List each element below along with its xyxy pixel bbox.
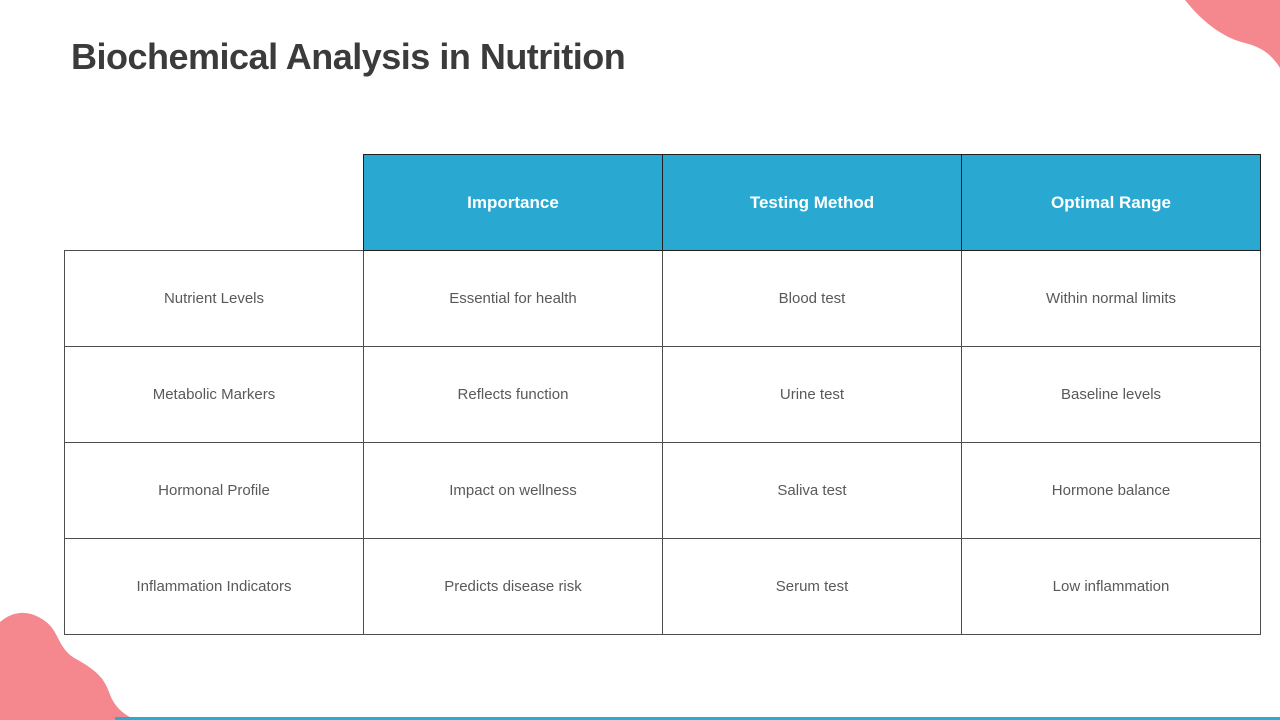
table-cell: Hormone balance: [961, 442, 1261, 539]
pink-blob-bottom-left-decoration: [0, 612, 136, 720]
table-cell: Saliva test: [662, 442, 962, 539]
column-header-optimal-range: Optimal Range: [961, 154, 1261, 251]
column-header-importance: Importance: [363, 154, 663, 251]
row-header: Inflammation Indicators: [64, 538, 364, 635]
table-cell: Impact on wellness: [363, 442, 663, 539]
table-cell: Predicts disease risk: [363, 538, 663, 635]
table-cell: Baseline levels: [961, 346, 1261, 443]
table-cell: Blood test: [662, 250, 962, 347]
table-row-inflammation-indicators: Inflammation Indicators Predicts disease…: [64, 538, 1261, 635]
table-cell: Low inflammation: [961, 538, 1261, 635]
row-header: Metabolic Markers: [64, 346, 364, 443]
blank-header-cell: [65, 155, 364, 251]
table-row-metabolic-markers: Metabolic Markers Reflects function Urin…: [64, 346, 1261, 443]
bottom-accent-line: [115, 717, 1280, 720]
table-header-row: Importance Testing Method Optimal Range: [65, 154, 1261, 251]
pink-blob-top-right-decoration: [1185, 0, 1280, 68]
page-title: Biochemical Analysis in Nutrition: [71, 36, 626, 77]
table-cell: Serum test: [662, 538, 962, 635]
row-header: Hormonal Profile: [64, 442, 364, 539]
row-header: Nutrient Levels: [64, 250, 364, 347]
table-cell: Urine test: [662, 346, 962, 443]
table-cell: Essential for health: [363, 250, 663, 347]
table-row-hormonal-profile: Hormonal Profile Impact on wellness Sali…: [64, 442, 1261, 539]
table-cell: Within normal limits: [961, 250, 1261, 347]
table-cell: Reflects function: [363, 346, 663, 443]
column-header-testing-method: Testing Method: [662, 154, 962, 251]
table-row-nutrient-levels: Nutrient Levels Essential for health Blo…: [64, 250, 1261, 347]
nutrition-table: Importance Testing Method Optimal Range …: [64, 154, 1261, 635]
